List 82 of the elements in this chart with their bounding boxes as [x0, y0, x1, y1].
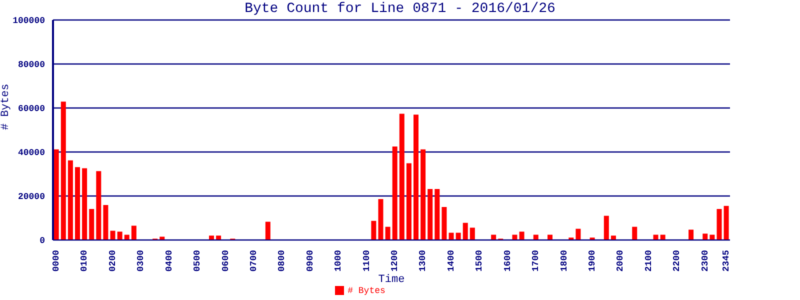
- bar: [448, 232, 454, 240]
- bar: [576, 228, 581, 240]
- x-tick-label: 2100: [644, 250, 654, 272]
- x-tick-label: 0700: [248, 250, 259, 272]
- x-axis-title: Time: [378, 274, 405, 286]
- y-tick-label: 60000: [18, 104, 45, 114]
- legend-label: # Bytes: [348, 286, 386, 296]
- x-tick-label: 2300: [700, 250, 710, 272]
- bar: [265, 222, 270, 240]
- bar: [406, 163, 412, 240]
- bar: [456, 232, 461, 240]
- x-tick-label: 0200: [108, 250, 118, 272]
- x-tick-label: 1900: [587, 250, 598, 272]
- bar: [89, 208, 94, 240]
- bar: [533, 234, 538, 240]
- y-tick-label: 0: [40, 236, 45, 246]
- bar: [385, 226, 390, 240]
- bar: [470, 228, 475, 240]
- x-tick-label: 1100: [362, 250, 372, 272]
- bar: [434, 188, 440, 240]
- bar: [660, 234, 666, 240]
- x-tick-label: 2345: [721, 250, 732, 272]
- bar: [60, 102, 66, 240]
- bar: [110, 230, 116, 240]
- y-tick-label: 100000: [12, 16, 45, 26]
- bar: [442, 207, 447, 240]
- bar: [131, 226, 136, 240]
- bar: [702, 234, 708, 240]
- bar: [414, 114, 419, 240]
- bar: [519, 232, 524, 240]
- bar: [512, 234, 518, 240]
- bar: [378, 199, 384, 240]
- bar: [208, 236, 214, 240]
- x-tick-label: 0400: [164, 250, 174, 272]
- bar: [462, 222, 468, 240]
- bar: [653, 234, 658, 240]
- x-tick-label: 1400: [446, 250, 456, 272]
- bar: [604, 216, 609, 240]
- x-tick-label: 0300: [136, 250, 146, 272]
- bar: [82, 168, 88, 240]
- y-tick-label: 80000: [18, 60, 45, 70]
- bar: [124, 234, 130, 240]
- x-tick-label: 0600: [220, 250, 231, 272]
- bar: [96, 171, 102, 240]
- bar: [428, 188, 433, 240]
- x-tick-label: 1700: [531, 250, 542, 272]
- y-tick-label: 20000: [18, 192, 45, 202]
- x-tick-label: 1600: [502, 250, 513, 272]
- x-tick-label: 1500: [474, 250, 485, 272]
- x-tick-label: 0900: [305, 250, 316, 272]
- bar: [216, 236, 222, 240]
- x-tick-label: 0500: [192, 250, 203, 272]
- x-tick-label: 1200: [390, 250, 400, 272]
- bar: [688, 230, 694, 240]
- x-tick-label: 0000: [52, 250, 62, 272]
- bar: [399, 114, 404, 240]
- bar: [160, 236, 165, 240]
- bar: [491, 234, 496, 240]
- x-tick-label: 1800: [559, 250, 570, 272]
- bar: [54, 149, 59, 240]
- x-tick-label: 2000: [616, 250, 626, 272]
- bar: [68, 160, 73, 240]
- x-tick-label: 0100: [80, 250, 90, 272]
- x-tick-label: 1000: [334, 250, 344, 272]
- bar: [716, 208, 722, 240]
- chart-title: Byte Count for Line 0871 - 2016/01/26: [244, 1, 556, 17]
- bar: [420, 149, 426, 240]
- bar: [392, 146, 398, 240]
- bar: [547, 234, 552, 240]
- x-tick-label: 1300: [418, 250, 428, 272]
- x-tick-label: 0800: [277, 250, 288, 272]
- bar: [724, 206, 729, 240]
- bar: [632, 226, 638, 240]
- bar: [103, 205, 108, 240]
- y-tick-label: 40000: [18, 148, 45, 158]
- bar: [610, 236, 616, 240]
- y-axis-title: # Bytes: [0, 84, 12, 130]
- bar: [117, 232, 122, 240]
- bar: [371, 220, 376, 240]
- x-tick-label: 2200: [672, 250, 682, 272]
- bar: [710, 234, 715, 240]
- bar: [75, 167, 80, 240]
